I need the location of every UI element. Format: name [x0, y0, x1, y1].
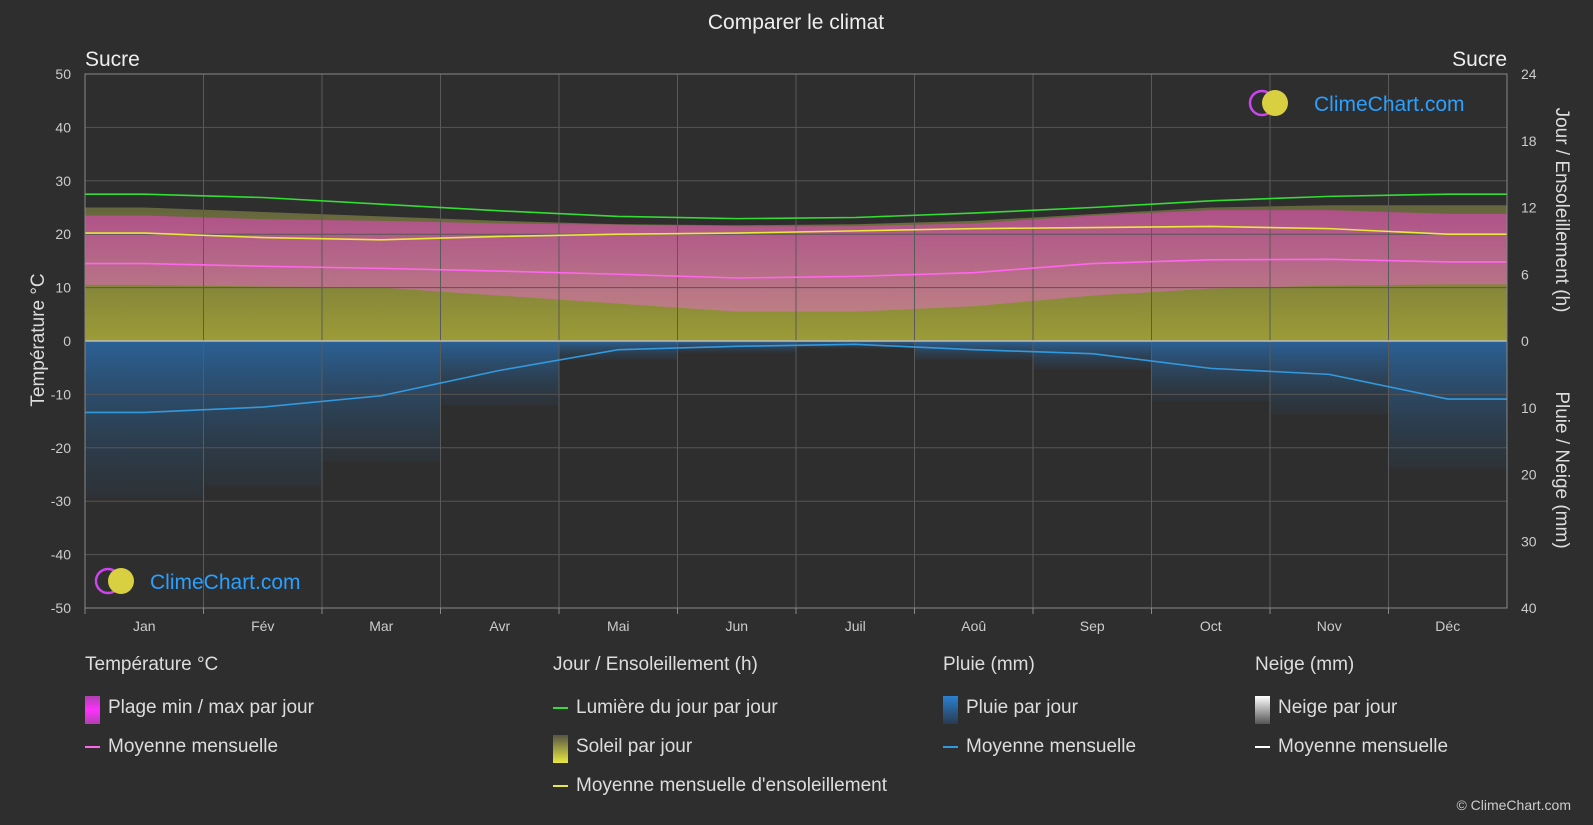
month-label: Mar	[369, 618, 393, 634]
legend-title-snow: Neige (mm)	[1255, 654, 1355, 675]
temp-range-swatch	[85, 696, 100, 724]
rain-mean-line	[85, 343, 1507, 414]
brand-logo-top[interactable]: ClimeChart.com	[1248, 89, 1465, 117]
right-tick-label-mm: 40	[1521, 600, 1537, 616]
rain-column	[1270, 341, 1389, 415]
legend-label: Moyenne mensuelle	[1278, 736, 1449, 757]
daylight-line	[85, 193, 1507, 220]
left-tick-label: 30	[55, 173, 71, 189]
legend-sun: Jour / Ensoleillement (h) Lumière du jou…	[553, 652, 887, 805]
rain-column	[203, 341, 322, 487]
legend-label: Moyenne mensuelle	[966, 736, 1137, 757]
legend-item-snow-mean: Moyenne mensuelle	[1255, 727, 1448, 766]
month-label: Mai	[607, 618, 630, 634]
temp-mean-swatch	[85, 746, 100, 748]
snow-swatch	[1255, 696, 1270, 724]
left-tick-label: -50	[51, 600, 71, 616]
rain-mean-swatch	[943, 746, 958, 748]
left-tick-label: 20	[55, 226, 71, 242]
month-label: Jan	[133, 618, 156, 634]
legend-title-rain: Pluie (mm)	[943, 654, 1035, 675]
daylight-swatch	[553, 707, 568, 709]
left-tick-label: 10	[55, 280, 71, 296]
rain-column	[1033, 341, 1152, 369]
legend-rain: Pluie (mm) Pluie par jour Moyenne mensue…	[943, 652, 1136, 766]
legend-item-snow-daily: Neige par jour	[1255, 688, 1448, 727]
month-label: Avr	[489, 618, 510, 634]
climate-chart: Comparer le climat Sucre Sucre 50 40 30 20 1…	[28, 11, 1572, 634]
month-label: Jun	[725, 618, 748, 634]
rain-column	[1388, 341, 1507, 469]
right-tick-label-hours: 12	[1521, 200, 1537, 216]
copyright: © ClimeChart.com	[1456, 797, 1571, 813]
right-tick-label-hours: 0	[1521, 333, 1529, 349]
legend-label: Pluie par jour	[966, 697, 1078, 718]
right-tick-label-hours: 24	[1521, 66, 1537, 82]
location-left: Sucre	[85, 48, 140, 71]
rain-column	[322, 341, 441, 462]
left-tick-label: -20	[51, 440, 71, 456]
month-label: Juil	[845, 618, 866, 634]
legend-item-sunshine: Soleil par jour	[553, 727, 887, 766]
legend-label: Lumière du jour par jour	[576, 697, 778, 718]
legend-item-rain-daily: Pluie par jour	[943, 688, 1136, 727]
left-tick-label: -10	[51, 386, 71, 402]
month-label: Déc	[1435, 618, 1460, 634]
rain-column	[914, 341, 1033, 361]
legend-title-temperature: Température °C	[85, 654, 219, 675]
chart-title: Comparer le climat	[708, 11, 884, 34]
logo-sun-icon	[108, 568, 134, 594]
sunshine-swatch	[553, 735, 568, 763]
snow-mean-swatch	[1255, 746, 1270, 748]
rain-swatch	[943, 696, 958, 724]
left-tick-label: -30	[51, 493, 71, 509]
month-label: Aoû	[961, 618, 986, 634]
legend-label: Moyenne mensuelle d'ensoleillement	[576, 775, 887, 796]
legend-label: Neige par jour	[1278, 697, 1398, 718]
location-right: Sucre	[1452, 48, 1507, 71]
legend-item-sunshine-mean: Moyenne mensuelle d'ensoleillement	[553, 766, 887, 805]
logo-sun-icon	[1262, 90, 1288, 116]
right-tick-label-hours: 18	[1521, 133, 1537, 149]
left-tick-label: 0	[63, 333, 71, 349]
left-tick-label: 40	[55, 119, 71, 135]
month-label: Sep	[1080, 618, 1105, 634]
legend-label: Plage min / max par jour	[108, 697, 314, 718]
legend-item-temp-range: Plage min / max par jour	[85, 688, 314, 727]
right-tick-label-mm: 20	[1521, 467, 1537, 483]
brand-logo-bottom[interactable]: ClimeChart.com	[94, 567, 301, 595]
legend-item-temp-mean: Moyenne mensuelle	[85, 727, 314, 766]
legend-snow: Neige (mm) Neige par jour Moyenne mensue…	[1255, 652, 1448, 766]
month-label: Fév	[251, 618, 274, 634]
right-axis-top-label: Jour / Ensoleillement (h)	[1551, 108, 1572, 313]
right-tick-label-mm: 30	[1521, 533, 1537, 549]
sunshine-mean-line	[85, 225, 1507, 241]
right-axis-bottom-label: Pluie / Neige (mm)	[1551, 391, 1572, 548]
sunshine-mean-swatch	[553, 785, 568, 787]
rain-column	[85, 341, 204, 499]
legend: Température °C Plage min / max par jour …	[0, 652, 1593, 802]
temperature-mean-line	[85, 258, 1507, 279]
right-tick-label-mm: 10	[1521, 400, 1537, 416]
left-axis-label: Température °C	[28, 273, 49, 406]
month-label: Oct	[1200, 618, 1222, 634]
brand-text-bottom: ClimeChart.com	[150, 571, 301, 594]
legend-item-daylight: Lumière du jour par jour	[553, 688, 887, 727]
brand-text-top: ClimeChart.com	[1314, 93, 1465, 116]
legend-label: Soleil par jour	[576, 736, 693, 757]
legend-label: Moyenne mensuelle	[108, 736, 279, 757]
rain-column	[440, 341, 559, 406]
legend-temperature: Température °C Plage min / max par jour …	[85, 652, 314, 766]
left-tick-label: 50	[55, 66, 71, 82]
month-label: Nov	[1317, 618, 1342, 634]
left-tick-label: -40	[51, 547, 71, 563]
legend-title-sun: Jour / Ensoleillement (h)	[553, 654, 758, 675]
legend-item-rain-mean: Moyenne mensuelle	[943, 727, 1136, 766]
right-tick-label-hours: 6	[1521, 266, 1529, 282]
